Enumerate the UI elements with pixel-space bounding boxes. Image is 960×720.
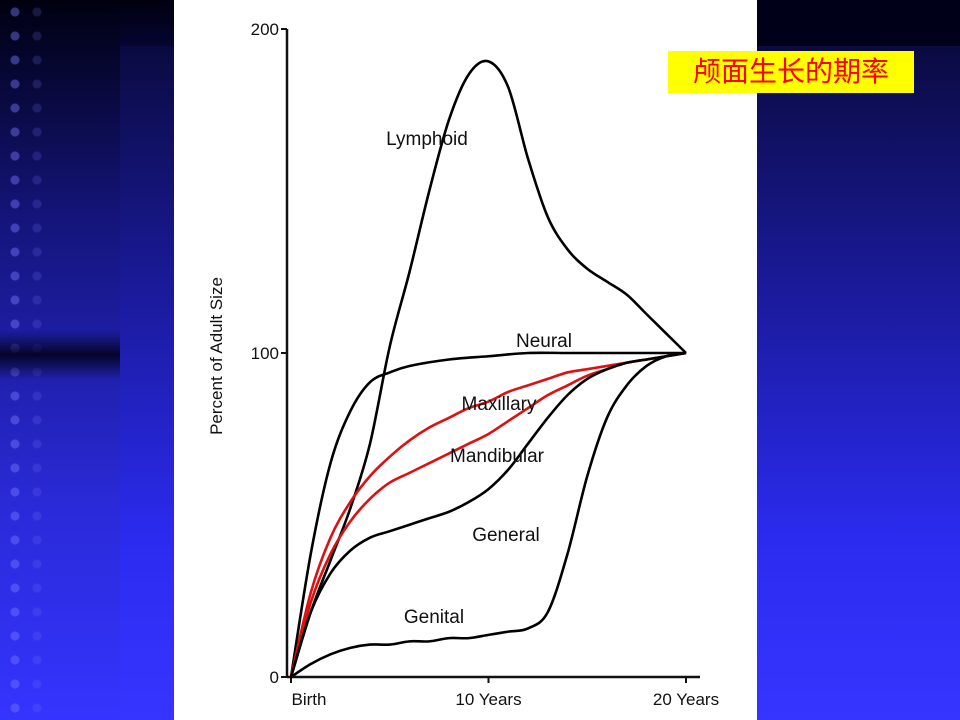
series-label-mandibular: Mandibular <box>450 446 545 467</box>
x-tick-label: Birth <box>292 690 327 709</box>
chart-axes: 0 100 200 Birth 10 Years 20 Years Percent of A… <box>207 20 719 709</box>
y-tick-label: 100 <box>251 344 279 363</box>
x-tick-label: 20 Years <box>653 690 719 709</box>
series-line-neural <box>289 351 686 678</box>
series-label-neural: Neural <box>516 331 572 352</box>
chart-series-labels: Lymphoid Neural Maxillary Mandibular General… <box>386 129 572 628</box>
left-dark-band <box>0 330 120 380</box>
series-line-general <box>289 351 687 678</box>
series-line-lymphoid <box>289 59 687 678</box>
chart-series <box>289 59 687 679</box>
y-axis-label: Percent of Adult Size <box>207 277 226 435</box>
series-label-general: General <box>472 525 540 546</box>
x-tick-label: 10 Years <box>455 690 521 709</box>
slide-title: 颅面生长的期率 <box>668 51 914 93</box>
y-tick-label: 0 <box>270 668 279 687</box>
series-label-lymphoid: Lymphoid <box>386 129 468 150</box>
series-label-maxillary: Maxillary <box>462 394 537 415</box>
series-label-genital: Genital <box>404 607 464 628</box>
series-line-genital <box>290 351 687 679</box>
right-dark-band <box>757 0 960 46</box>
y-tick-label: 200 <box>251 20 279 39</box>
